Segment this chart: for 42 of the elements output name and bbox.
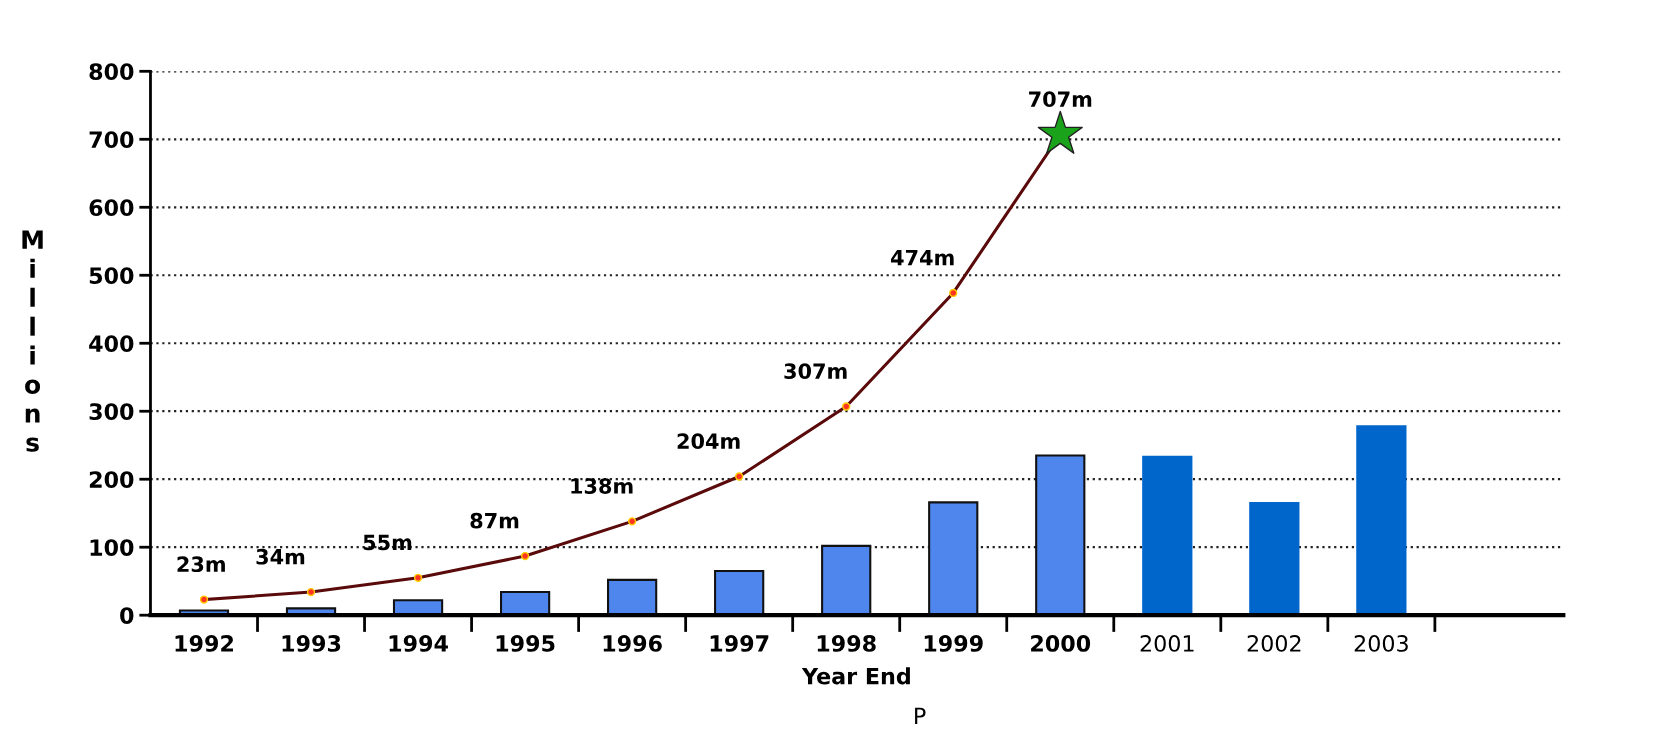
x-tick-label: 1994 [389,635,448,652]
y-tick-label: 300 [89,403,134,420]
x-tick-label: 1993 [282,635,341,652]
x-tick-label: 1999 [924,635,983,652]
x-axis-title: Year End [801,667,910,685]
x-tick-label: 2001 [1140,635,1194,652]
x-tick-label: 2002 [1247,635,1301,652]
data-label: 204m [677,433,740,450]
y-tick-label: 600 [89,199,134,217]
data-label: 34m [256,548,305,565]
data-label: 87m [470,512,519,529]
y-tick-label: 400 [89,335,134,352]
bar [1035,454,1086,616]
x-tick-label: 1992 [175,635,233,652]
data-label: 23m [177,556,225,573]
bar [1142,455,1193,616]
x-tick-label: 2003 [1354,635,1408,652]
bar [928,501,979,616]
y-axis-title: Millions [22,230,43,452]
text: P [915,707,926,724]
data-label: 55m [363,534,412,551]
data-label: 474m [891,249,954,266]
bar [1249,501,1300,616]
bar [499,591,551,616]
y-tick-label: 0 [120,607,134,624]
x-tick-label: 1995 [496,635,555,652]
data-label: 138m [571,478,633,494]
data-label: 307m [784,363,847,379]
bar [1356,425,1407,616]
y-tick-label: 200 [89,471,134,488]
x-tick-label: 1998 [817,635,876,652]
x-tick-label: 1996 [603,635,662,652]
x-tick-label: 2000 [1031,635,1091,652]
x-tick-label: 1997 [710,635,769,652]
data-label: 707m [1029,91,1092,108]
bar [821,544,872,616]
y-tick-label: 800 [89,63,134,81]
y-tick-label: 700 [89,131,134,149]
y-tick-label: 500 [89,267,134,285]
bar [607,578,658,616]
y-tick-label: 100 [90,539,134,556]
bar [714,569,765,616]
